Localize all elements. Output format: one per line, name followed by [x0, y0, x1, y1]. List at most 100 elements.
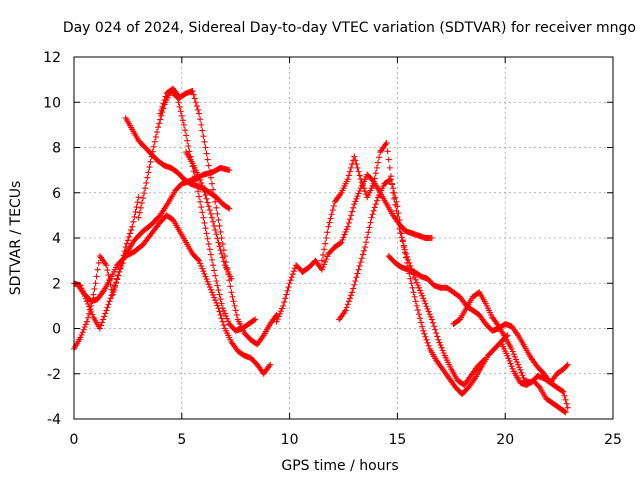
data-point	[211, 222, 218, 229]
data-point	[211, 192, 218, 199]
data-point	[353, 274, 360, 281]
data-point	[219, 241, 226, 248]
data-point	[363, 239, 370, 246]
data-point	[177, 108, 184, 115]
data-point	[411, 274, 418, 281]
series-track-10	[336, 176, 511, 398]
data-point	[229, 293, 236, 300]
data-point	[214, 235, 221, 242]
data-point	[149, 148, 156, 155]
data-point	[201, 188, 208, 195]
data-point	[354, 164, 361, 171]
data-point	[417, 315, 424, 322]
data-point	[420, 295, 427, 302]
data-point	[324, 253, 331, 260]
data-point	[355, 168, 362, 175]
data-point	[125, 233, 132, 240]
data-point	[417, 287, 424, 294]
data-point	[360, 247, 367, 254]
data-point	[197, 116, 204, 123]
data-point	[213, 277, 220, 284]
data-point	[283, 291, 290, 298]
data-point	[200, 214, 207, 221]
x-tick-label: 15	[388, 432, 406, 448]
data-point	[207, 174, 214, 181]
data-point	[421, 297, 428, 304]
data-point	[422, 333, 429, 340]
grid	[74, 57, 613, 419]
data-point	[418, 290, 425, 297]
data-point	[356, 187, 363, 194]
data-point	[231, 302, 238, 309]
data-point	[328, 211, 335, 218]
data-point	[89, 311, 96, 318]
data-point	[290, 268, 297, 275]
data-point	[352, 157, 359, 164]
data-point	[147, 158, 154, 165]
data-point	[374, 159, 381, 166]
data-point	[104, 267, 111, 274]
data-point	[516, 364, 523, 371]
data-point	[431, 323, 438, 330]
data-point	[351, 201, 358, 208]
data-point	[196, 193, 203, 200]
data-point	[274, 316, 281, 323]
data-point	[101, 313, 108, 320]
data-point	[401, 249, 408, 256]
data-point	[202, 192, 209, 199]
data-point	[563, 362, 570, 369]
data-point	[150, 143, 157, 150]
data-point	[343, 226, 350, 233]
data-point	[92, 280, 99, 287]
data-point	[152, 133, 159, 140]
data-point	[515, 361, 522, 368]
data-point	[109, 289, 116, 296]
data-point	[349, 208, 356, 215]
data-point	[86, 303, 93, 310]
data-point	[85, 300, 92, 307]
data-point	[135, 194, 142, 201]
data-point	[322, 258, 329, 265]
data-point	[224, 315, 231, 322]
data-point	[355, 266, 362, 273]
data-point	[342, 228, 349, 235]
data-point	[409, 284, 416, 291]
data-point	[197, 198, 204, 205]
data-point	[350, 285, 357, 292]
data-point	[215, 287, 222, 294]
data-point	[327, 215, 334, 222]
data-point	[134, 199, 141, 206]
data-point	[279, 305, 286, 312]
data-point	[326, 219, 333, 226]
data-point	[344, 301, 351, 308]
series-track-9	[318, 139, 487, 389]
series-track-12	[450, 289, 571, 386]
x-tick-label: 5	[177, 432, 186, 448]
data-point	[192, 178, 199, 185]
data-point	[288, 274, 295, 281]
data-point	[199, 265, 206, 272]
data-point	[216, 291, 223, 298]
data-point	[389, 180, 396, 187]
data-point	[200, 185, 207, 192]
data-point	[113, 279, 120, 286]
data-point	[275, 313, 282, 320]
data-point	[194, 256, 201, 263]
data-point	[396, 216, 403, 223]
data-point	[338, 239, 345, 246]
data-point	[351, 153, 358, 160]
data-point	[384, 148, 391, 155]
data-point	[519, 372, 526, 379]
data-point	[194, 106, 201, 113]
data-point	[419, 323, 426, 330]
data-point	[510, 351, 517, 358]
x-axis-label: GPS time / hours	[281, 458, 398, 474]
data-point	[280, 302, 287, 309]
data-point	[227, 283, 234, 290]
data-point	[373, 197, 380, 204]
data-point	[343, 304, 350, 311]
data-point	[373, 164, 380, 171]
data-point	[138, 199, 145, 206]
data-point	[191, 95, 198, 102]
series-track-5	[135, 87, 259, 334]
